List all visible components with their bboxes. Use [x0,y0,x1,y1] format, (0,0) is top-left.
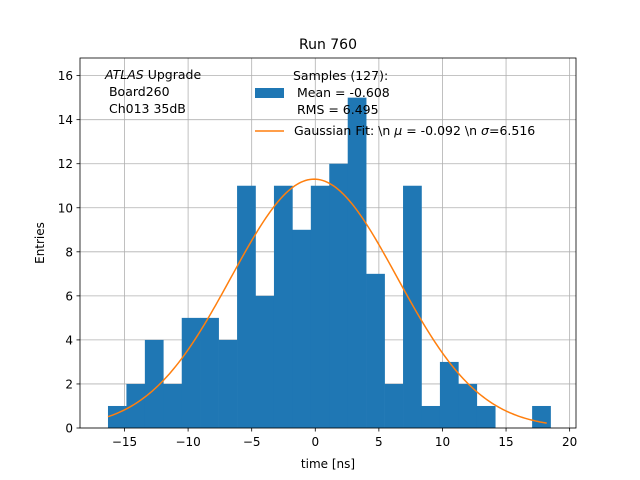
histogram-bar [421,405,441,428]
legend-fit-sigma: σ [481,123,490,138]
fit-layer [107,178,547,424]
y-tick-label: 12 [58,157,73,171]
legend-fit-mu: μ [393,123,402,138]
x-tick-label: 0 [311,435,319,449]
y-tick-label: 14 [58,113,73,127]
y-tick-label: 16 [58,69,73,83]
x-tick-label: 20 [562,435,577,449]
x-tick-label: 5 [375,435,383,449]
y-tick-label: 4 [65,333,73,347]
plot-frame [79,57,577,429]
histogram-bar [439,361,459,428]
histogram-bar [403,185,422,428]
histogram-bar [292,229,312,428]
board-label: Board260 [105,84,170,99]
x-axis-label: time [ns] [301,457,355,471]
histogram-bar [384,383,404,428]
histogram-bars [107,97,551,429]
y-tick-label: 0 [65,422,73,436]
atlas-annotation: ATLAS Upgrade Board260 Ch013 35dB [104,67,201,116]
histogram-bar [310,185,330,428]
y-tick-label: 10 [58,201,73,215]
y-tick-label: 6 [65,289,73,303]
y-tick-label: 8 [65,245,73,259]
legend-hist-line-2: Mean = -0.608 [293,85,390,100]
histogram-bar [366,273,385,428]
x-tick-label: −5 [243,435,261,449]
histogram-bar [163,383,183,428]
histogram-bar [458,383,478,428]
legend-hist-line-3: RMS = 6.495 [293,102,379,117]
histogram-bar [255,295,275,428]
histogram-bar [126,383,146,428]
x-tick-label: −15 [112,435,137,449]
gaussian-fit-line [107,178,547,424]
histogram-bar [476,405,496,428]
channel-label: Ch013 35dB [105,101,186,116]
x-tick-label: −10 [175,435,200,449]
x-tick-label: 15 [498,435,513,449]
histogram-bar [347,97,367,429]
histogram-bar [532,405,551,428]
atlas-italic: ATLAS [104,67,144,82]
histogram-bar [181,317,201,428]
atlas-upgrade: Upgrade [144,67,202,82]
legend-hist-swatch [255,88,284,98]
x-tick-label: 10 [435,435,450,449]
chart-title: Run 760 [299,37,357,53]
legend-hist-line-1: Samples (127): [293,68,388,83]
legend-fit-suffix: =6.516 [489,123,535,138]
histogram-bar [218,339,238,428]
histogram-bar [273,185,293,428]
atlas-label: ATLAS Upgrade [104,67,201,82]
y-axis-label: Entries [33,222,47,264]
legend-fit-prefix: Gaussian Fit: \n [294,123,394,138]
y-tick-label: 2 [65,377,73,391]
x-axis-ticks: −15 −10 −5 0 5 10 15 20 [112,428,577,449]
legend-fit-label: Gaussian Fit: \n μ = -0.092 \n σ=6.516 [294,123,535,138]
histogram-bar [237,185,256,428]
y-axis-ticks: 0 2 4 6 8 10 12 14 16 [58,69,80,436]
legend: Samples (127): Mean = -0.608 RMS = 6.495… [255,68,535,138]
histogram-bar [329,163,349,428]
histogram-bar [107,405,127,428]
histogram-bar [144,339,164,428]
histogram-bar [200,317,219,428]
legend-fit-mid: = -0.092 \n [402,123,481,138]
